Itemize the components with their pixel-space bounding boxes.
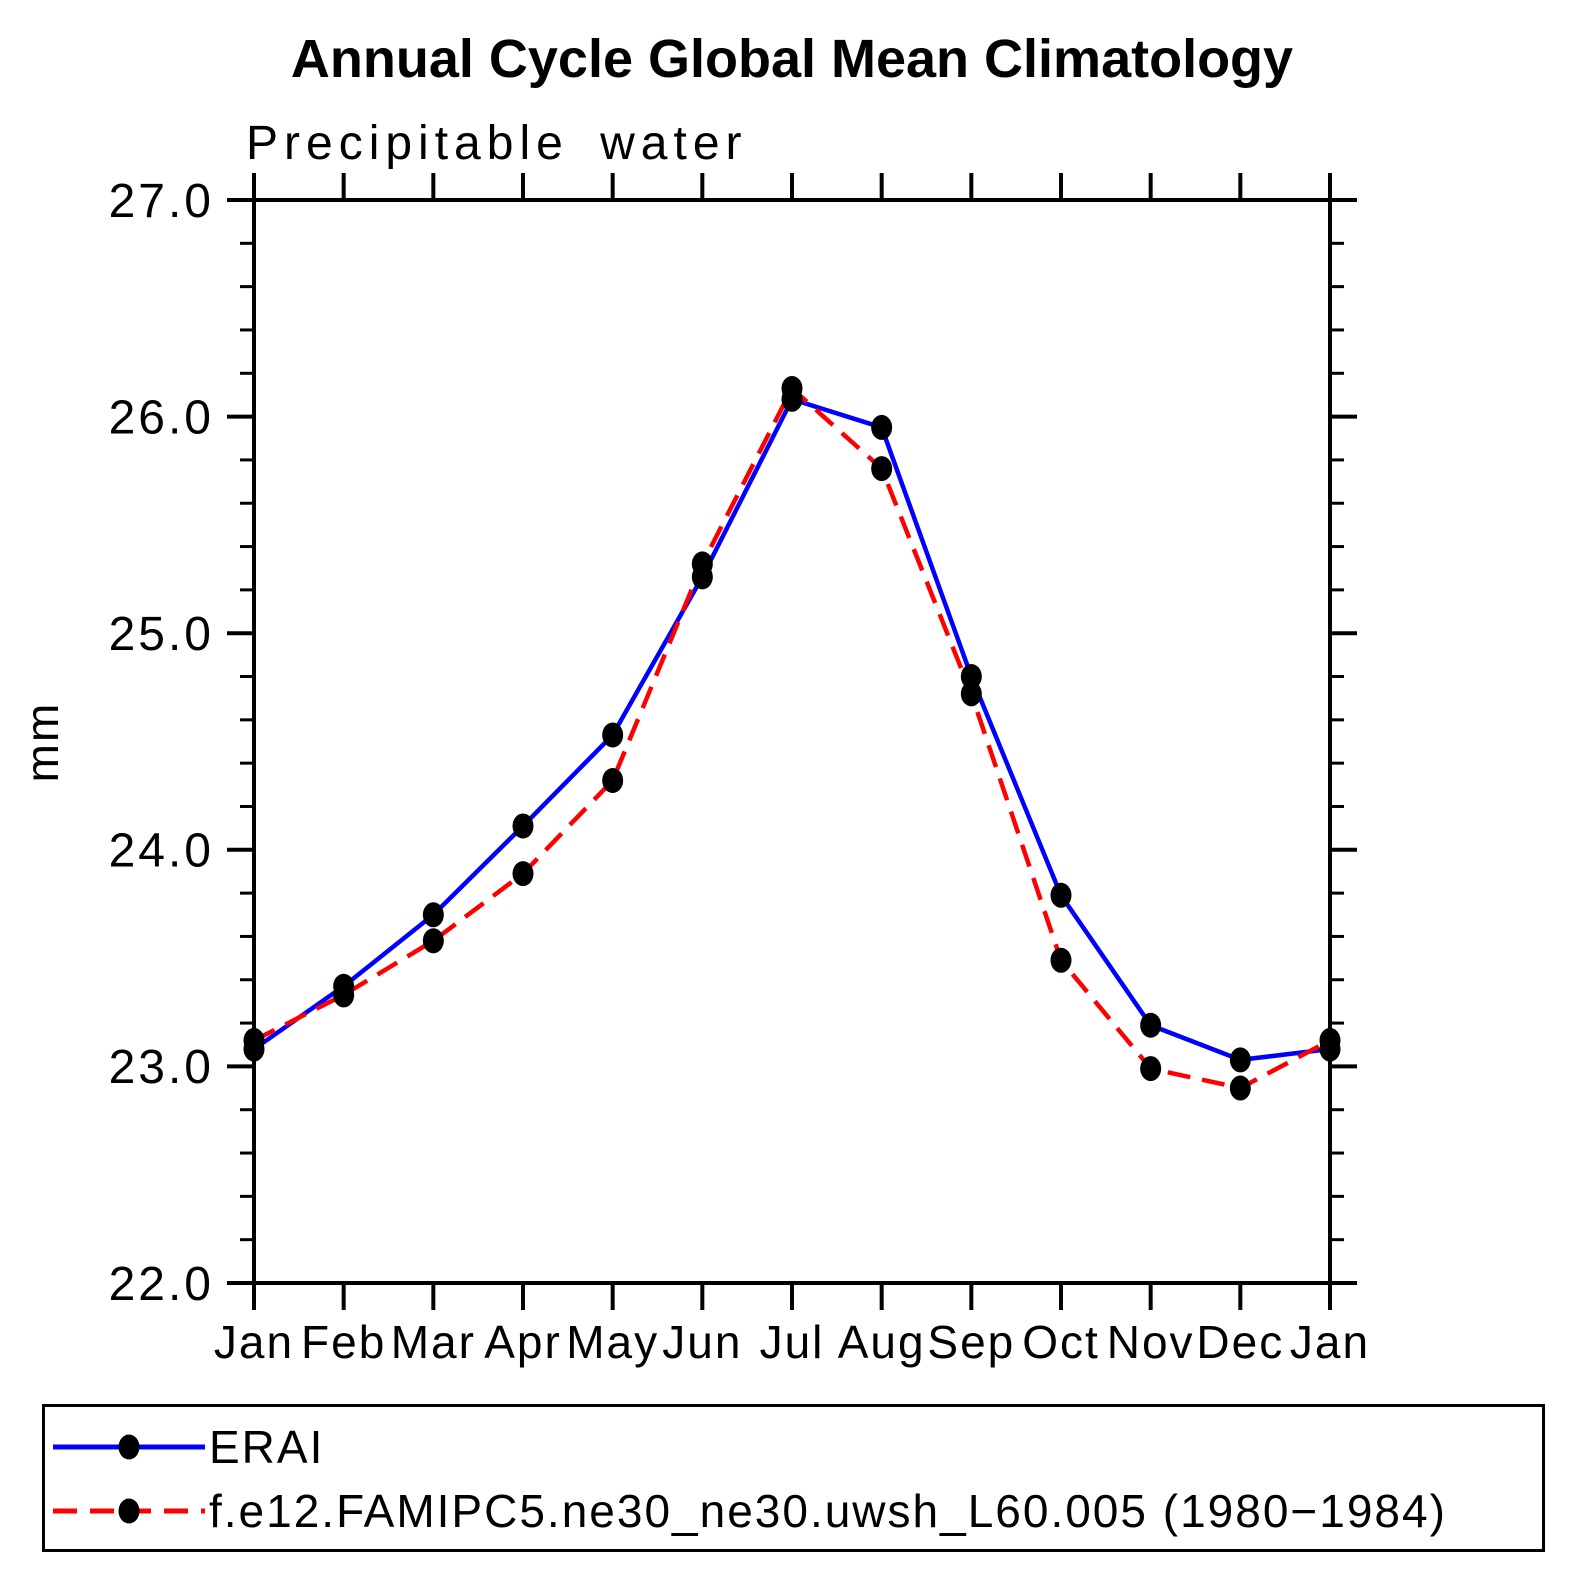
legend-item-model: f.e12.FAMIPC5.ne30_ne30.uwsh_L60.005 (19… <box>49 1485 1447 1537</box>
x-tick-label: Jan <box>214 1316 294 1368</box>
data-point-marker-1 <box>1140 1056 1162 1082</box>
y-tick-label: 25.0 <box>109 608 214 661</box>
data-point-marker-0 <box>871 414 893 440</box>
y-tick-label: 22.0 <box>109 1258 214 1311</box>
data-point-marker-1 <box>960 681 982 707</box>
data-point-marker-1 <box>1050 947 1072 973</box>
chart-subtitle: Precipitable water <box>246 117 748 170</box>
data-point-marker-0 <box>422 902 444 928</box>
data-point-marker-0 <box>1229 1047 1251 1073</box>
series-line-0 <box>252 397 1331 1063</box>
data-point-marker-0 <box>960 664 982 690</box>
legend-item-erai: ERAI <box>49 1421 325 1473</box>
y-tick-label: 23.0 <box>109 1041 214 1094</box>
data-point-marker-0 <box>512 813 534 839</box>
legend-key-solid-line <box>53 1434 205 1460</box>
data-point-marker-1 <box>512 861 534 887</box>
x-tick-label: Jun <box>662 1316 742 1368</box>
x-tick-label: Apr <box>484 1316 562 1368</box>
x-tick-label: Sep <box>927 1316 1015 1368</box>
data-point-marker-1 <box>333 982 355 1008</box>
data-point-marker-1 <box>871 456 893 482</box>
legend-label-model: f.e12.FAMIPC5.ne30_ne30.uwsh_L60.005 (19… <box>209 1485 1447 1537</box>
y-tick-label: 24.0 <box>109 825 214 878</box>
data-point-marker-0 <box>1140 1012 1162 1038</box>
data-point-marker-1 <box>1319 1027 1341 1053</box>
x-tick-label: Nov <box>1107 1316 1195 1368</box>
legend-label-erai: ERAI <box>209 1421 325 1473</box>
data-point-marker-1 <box>781 375 803 401</box>
y-tick-label: 27.0 <box>109 175 214 228</box>
x-tick-label: Mar <box>391 1316 476 1368</box>
data-point-marker-1 <box>1229 1075 1251 1101</box>
data-point-marker-1 <box>243 1027 265 1053</box>
legend-box: ERAI f.e12.FAMIPC5.ne30_ne30.uwsh_L60.00… <box>42 1404 1545 1552</box>
y-tick-label: 26.0 <box>109 391 214 444</box>
legend-marker-dot <box>118 1498 140 1524</box>
x-tick-label: Oct <box>1022 1316 1100 1368</box>
x-tick-label: May <box>566 1316 659 1368</box>
legend-marker-dot <box>118 1434 140 1460</box>
x-tick-label: Aug <box>838 1316 926 1368</box>
plot-frame <box>252 198 1332 1285</box>
x-tick-label: Jul <box>760 1316 825 1368</box>
data-point-marker-1 <box>691 551 713 577</box>
data-point-marker-0 <box>1050 882 1072 908</box>
x-tick-label: Jan <box>1290 1316 1370 1368</box>
chart-title: Annual Cycle Global Mean Climatology <box>290 29 1294 89</box>
x-tick-label: Dec <box>1196 1316 1284 1368</box>
x-tick-label: Feb <box>301 1316 386 1368</box>
data-point-marker-0 <box>602 722 624 748</box>
legend-key-dashed-line <box>53 1498 205 1524</box>
data-point-marker-1 <box>602 767 624 793</box>
series-line-1 <box>252 386 1332 1091</box>
data-point-marker-1 <box>422 928 444 954</box>
